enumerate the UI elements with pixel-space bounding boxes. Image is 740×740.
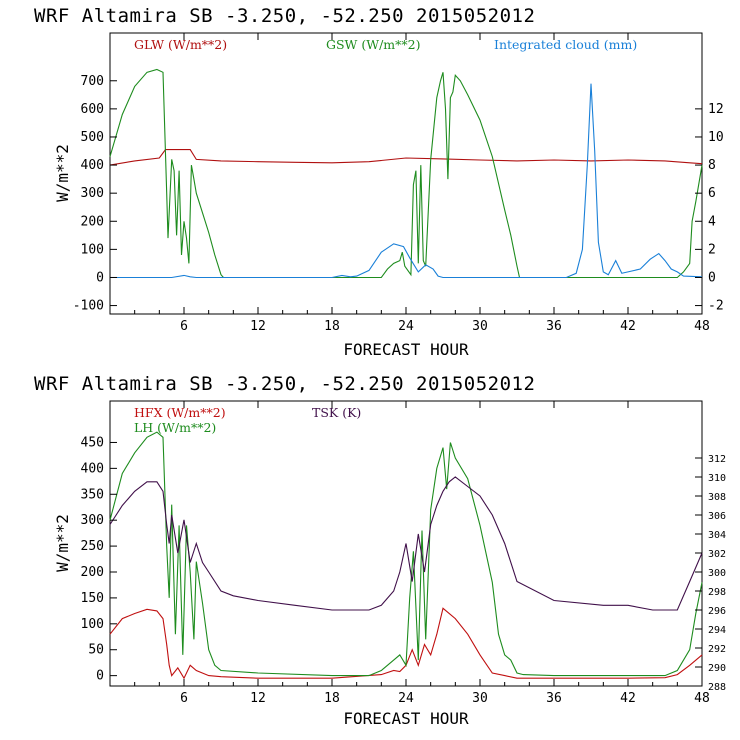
y-tick-label: 500 (81, 130, 104, 145)
x-tick-label: 42 (620, 691, 636, 706)
y2-tick-label: 12 (708, 102, 724, 117)
x-axis-label: FORECAST HOUR (343, 340, 469, 359)
legend-entry-gsw: GSW (W/m**2) (326, 37, 421, 52)
y2-tick-label: 8 (708, 158, 716, 173)
legend-entry-hfx: HFX (W/m**2) (134, 405, 226, 420)
y2-tick-label: 10 (708, 130, 724, 145)
y-tick-label: 300 (81, 186, 104, 201)
series-line-gsw (109, 68, 703, 279)
y2-tick-label: 2 (708, 242, 716, 257)
y-tick-label: 300 (81, 513, 104, 528)
x-tick-label: 48 (694, 319, 710, 334)
x-tick-label: 30 (472, 691, 488, 706)
y-tick-label: 400 (81, 158, 104, 173)
x-tick-label: 30 (472, 319, 488, 334)
y2-tick-label: 294 (708, 625, 726, 636)
y-tick-label: 150 (81, 591, 104, 606)
y-tick-label: 600 (81, 102, 104, 117)
x-tick-label: 6 (180, 319, 188, 334)
x-tick-label: 18 (324, 319, 340, 334)
x-tick-label: 18 (324, 691, 340, 706)
y-tick-label: 0 (96, 669, 104, 684)
y-tick-label: -100 (73, 299, 104, 314)
chart-title: WRF Altamira SB -3.250, -52.250 20150520… (34, 5, 535, 27)
y2-tick-label: -2 (708, 299, 724, 314)
y2-tick-label: 6 (708, 186, 716, 201)
x-tick-label: 12 (250, 691, 266, 706)
x-tick-label: 36 (546, 691, 562, 706)
x-tick-label: 12 (250, 319, 266, 334)
x-tick-label: 24 (398, 319, 414, 334)
y2-tick-label: 306 (708, 511, 726, 522)
y2-tick-label: 292 (708, 644, 726, 655)
series-line-integrated (110, 83, 703, 279)
chart-panel-bottom: WRF Altamira SB -3.250, -52.250 20150520… (34, 373, 726, 728)
y2-tick-label: 310 (708, 473, 726, 484)
y2-tick-label: 300 (708, 568, 726, 579)
y2-tick-label: 304 (708, 530, 726, 541)
y2-tick-label: 288 (708, 682, 726, 693)
x-tick-label: 48 (694, 691, 710, 706)
y-axis-label: W/m**2 (53, 514, 72, 572)
y2-tick-label: 290 (708, 663, 726, 674)
y-tick-label: 450 (81, 435, 104, 450)
chart-panel-top: WRF Altamira SB -3.250, -52.250 20150520… (34, 5, 724, 359)
series-line-lh (109, 431, 703, 677)
x-tick-label: 6 (180, 691, 188, 706)
y-tick-label: 200 (81, 565, 104, 580)
series-line-tsk (109, 476, 703, 611)
x-axis-label: FORECAST HOUR (343, 709, 469, 728)
series-line-glw (109, 149, 703, 166)
y2-tick-label: 296 (708, 606, 726, 617)
y-tick-label: 350 (81, 487, 104, 502)
y2-tick-label: 0 (708, 270, 716, 285)
y-tick-label: 100 (81, 242, 104, 257)
y-tick-label: 400 (81, 461, 104, 476)
y-tick-label: 700 (81, 74, 104, 89)
y2-tick-label: 298 (708, 587, 726, 598)
y-tick-label: 200 (81, 214, 104, 229)
y2-tick-label: 4 (708, 214, 716, 229)
y2-tick-label: 308 (708, 492, 726, 503)
y-tick-label: 100 (81, 617, 104, 632)
legend-entry-integrated-cloud: Integrated cloud (mm) (494, 37, 637, 52)
y-tick-label: 0 (96, 270, 104, 285)
legend-entry-lh: LH (W/m**2) (134, 420, 216, 435)
y-tick-label: 250 (81, 539, 104, 554)
y2-tick-label: 312 (708, 454, 726, 465)
legend-entry-tsk: TSK (K) (312, 405, 361, 420)
legend-entry-glw: GLW (W/m**2) (134, 37, 227, 52)
plot-frame (109, 32, 703, 315)
y-axis-label: W/m**2 (53, 144, 72, 202)
x-tick-label: 24 (398, 691, 414, 706)
x-tick-label: 36 (546, 319, 562, 334)
y-tick-label: 50 (88, 643, 104, 658)
chart-title: WRF Altamira SB -3.250, -52.250 20150520… (34, 373, 535, 395)
y2-tick-label: 302 (708, 549, 726, 560)
series-line-hfx (109, 607, 703, 680)
x-tick-label: 42 (620, 319, 636, 334)
